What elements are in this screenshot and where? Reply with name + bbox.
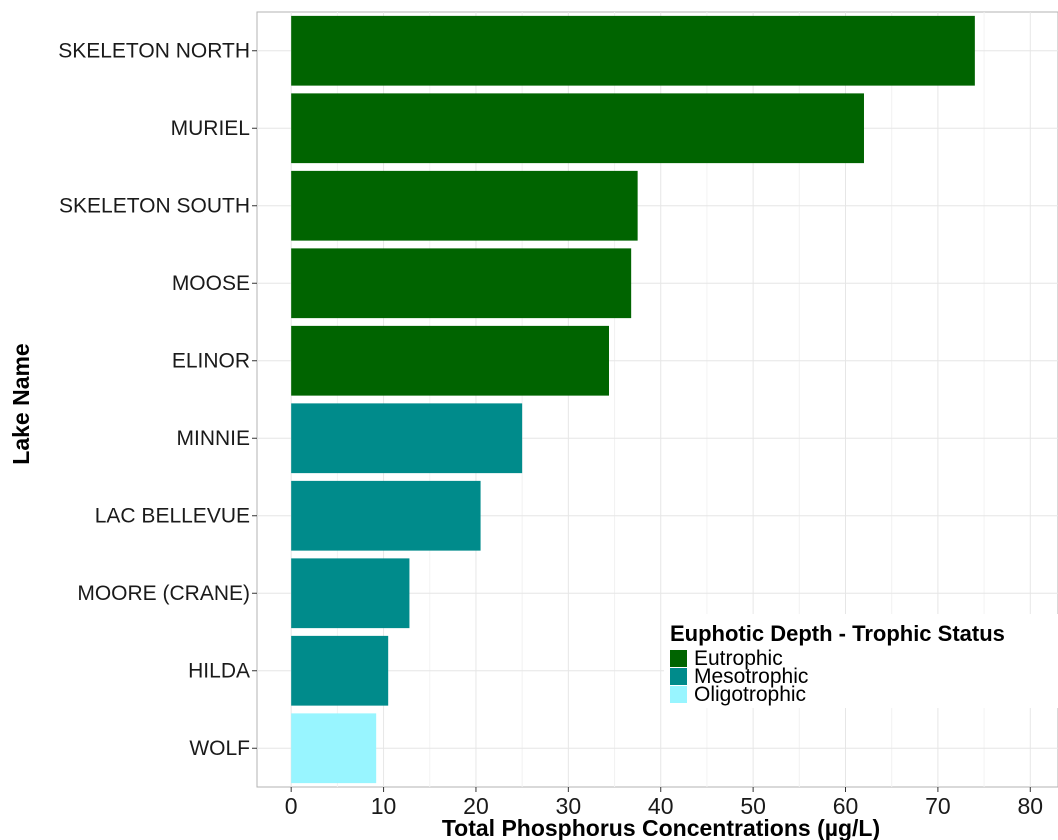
x-tick-label: 30 xyxy=(556,793,582,819)
y-tick-label: LAC BELLEVUE xyxy=(95,504,250,527)
y-tick-label: WOLF xyxy=(189,737,250,760)
y-tick-label: ELINOR xyxy=(172,349,250,372)
y-tick-label: SKELETON NORTH xyxy=(58,39,250,62)
bar-skeleton-north xyxy=(291,15,975,86)
legend-label-eutrophic: Eutrophic xyxy=(694,647,783,670)
legend-swatch-eutrophic xyxy=(670,650,687,667)
legend-label-oligotrophic: Oligotrophic xyxy=(694,683,806,706)
bar-wolf xyxy=(291,713,377,784)
bar-moose xyxy=(291,248,632,319)
legend-swatch-oligotrophic xyxy=(670,686,687,703)
x-tick-label: 80 xyxy=(1017,793,1043,819)
x-axis-title: Total Phosphorus Concentrations (µg/L) xyxy=(442,815,880,840)
x-axis: 0 10 20 30 40 50 60 70 80 xyxy=(285,787,1043,819)
bar-lac-bellevue xyxy=(291,480,481,551)
bar-muriel xyxy=(291,93,864,164)
legend-background xyxy=(664,614,1058,708)
bar-skeleton-south xyxy=(291,170,638,241)
legend: Euphotic Depth - Trophic Status Eutrophi… xyxy=(664,614,1058,708)
x-tick-label: 0 xyxy=(285,793,298,819)
x-tick-label: 50 xyxy=(740,793,766,819)
legend-label-mesotrophic: Mesotrophic xyxy=(694,665,808,688)
legend-title: Euphotic Depth - Trophic Status xyxy=(670,621,1005,646)
x-tick-label: 70 xyxy=(925,793,951,819)
y-tick-label: MOORE (CRANE) xyxy=(77,582,250,605)
legend-swatch-mesotrophic xyxy=(670,668,687,685)
x-tick-label: 60 xyxy=(833,793,859,819)
x-tick-label: 40 xyxy=(648,793,674,819)
bars xyxy=(291,15,975,784)
y-tick-label: MINNIE xyxy=(177,427,251,450)
y-tick-label: MOOSE xyxy=(172,272,250,295)
y-tick-label: HILDA xyxy=(188,659,250,682)
x-tick-label: 20 xyxy=(463,793,489,819)
x-tick-label: 10 xyxy=(371,793,397,819)
bar-minnie xyxy=(291,403,523,474)
bar-elinor xyxy=(291,325,609,396)
bar-hilda xyxy=(291,635,389,706)
y-tick-label: MURIEL xyxy=(171,117,250,140)
y-axis-title: Lake Name xyxy=(8,343,34,464)
y-tick-label: SKELETON SOUTH xyxy=(59,194,250,217)
y-axis: SKELETON NORTH MURIEL SKELETON SOUTH MOOSE E… xyxy=(58,39,257,760)
bar-moore-crane xyxy=(291,558,410,629)
